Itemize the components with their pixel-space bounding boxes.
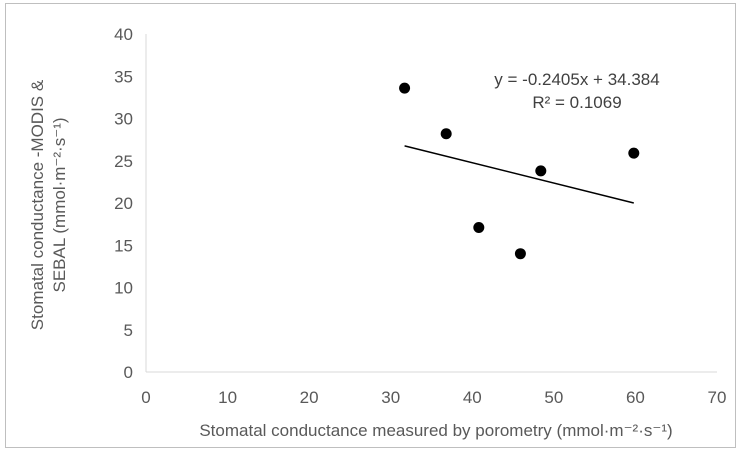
data-point (535, 165, 547, 177)
trendline-equation: y = -0.2405x + 34.384 (494, 70, 659, 89)
x-axis-title: Stomatal conductance measured by poromet… (199, 421, 672, 440)
trendline (404, 145, 634, 204)
x-tick-label: 20 (300, 388, 319, 407)
y-tick-labels: 0 5 10 15 20 25 30 35 40 (114, 25, 133, 382)
y-tick-label: 5 (124, 321, 133, 340)
y-tick-label: 0 (124, 363, 133, 382)
y-tick-label: 10 (114, 279, 133, 298)
x-tick-label: 50 (544, 388, 563, 407)
x-tick-labels: 0 10 20 30 40 50 60 70 (141, 388, 726, 407)
data-point (473, 222, 485, 234)
data-point (514, 248, 526, 260)
x-tick-label: 70 (708, 388, 727, 407)
axes (145, 34, 717, 373)
y-tick-label: 35 (114, 67, 133, 86)
x-tick-label: 0 (141, 388, 150, 407)
y-tick-label: 30 (114, 110, 133, 129)
data-point (399, 82, 411, 94)
trendline-group (404, 145, 634, 204)
x-tick-label: 30 (381, 388, 400, 407)
data-points (399, 82, 640, 260)
y-tick-label: 25 (114, 152, 133, 171)
x-tick-label: 10 (218, 388, 237, 407)
y-tick-label: 20 (114, 194, 133, 213)
y-axis-title-line1: Stomatal conductance -MODIS & (28, 79, 47, 330)
x-tick-label: 40 (463, 388, 482, 407)
y-tick-label: 40 (114, 25, 133, 44)
data-point (440, 128, 452, 140)
y-axis-title-line2: SEBAL (mmol·m⁻²·s⁻¹) (50, 117, 69, 292)
y-tick-label: 15 (114, 236, 133, 255)
r-squared-label: R² = 0.1069 (532, 93, 621, 112)
x-tick-label: 60 (626, 388, 645, 407)
data-point (628, 147, 640, 159)
chart-frame (5, 3, 736, 448)
